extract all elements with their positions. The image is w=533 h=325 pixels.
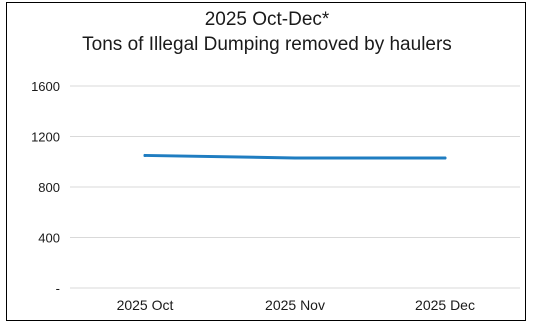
data-point <box>293 156 297 160</box>
y-tick-label: 800 <box>38 180 60 195</box>
x-tick-label: 2025 Nov <box>265 297 325 313</box>
x-tick-label: 2025 Oct <box>117 297 174 313</box>
chart-frame: 2025 Oct-Dec* Tons of Illegal Dumping re… <box>6 2 526 321</box>
chart-title-line-2: Tons of Illegal Dumping removed by haule… <box>82 34 452 55</box>
data-point <box>143 153 147 157</box>
y-tick-label: 400 <box>38 231 60 246</box>
data-point <box>443 156 447 160</box>
chart-title-line-1: 2025 Oct-Dec* <box>204 9 330 30</box>
y-tick-label: 1200 <box>31 130 60 145</box>
y-tick-label: - <box>56 281 60 296</box>
y-tick-label: 1600 <box>31 79 60 94</box>
x-tick-label: 2025 Dec <box>415 297 475 313</box>
